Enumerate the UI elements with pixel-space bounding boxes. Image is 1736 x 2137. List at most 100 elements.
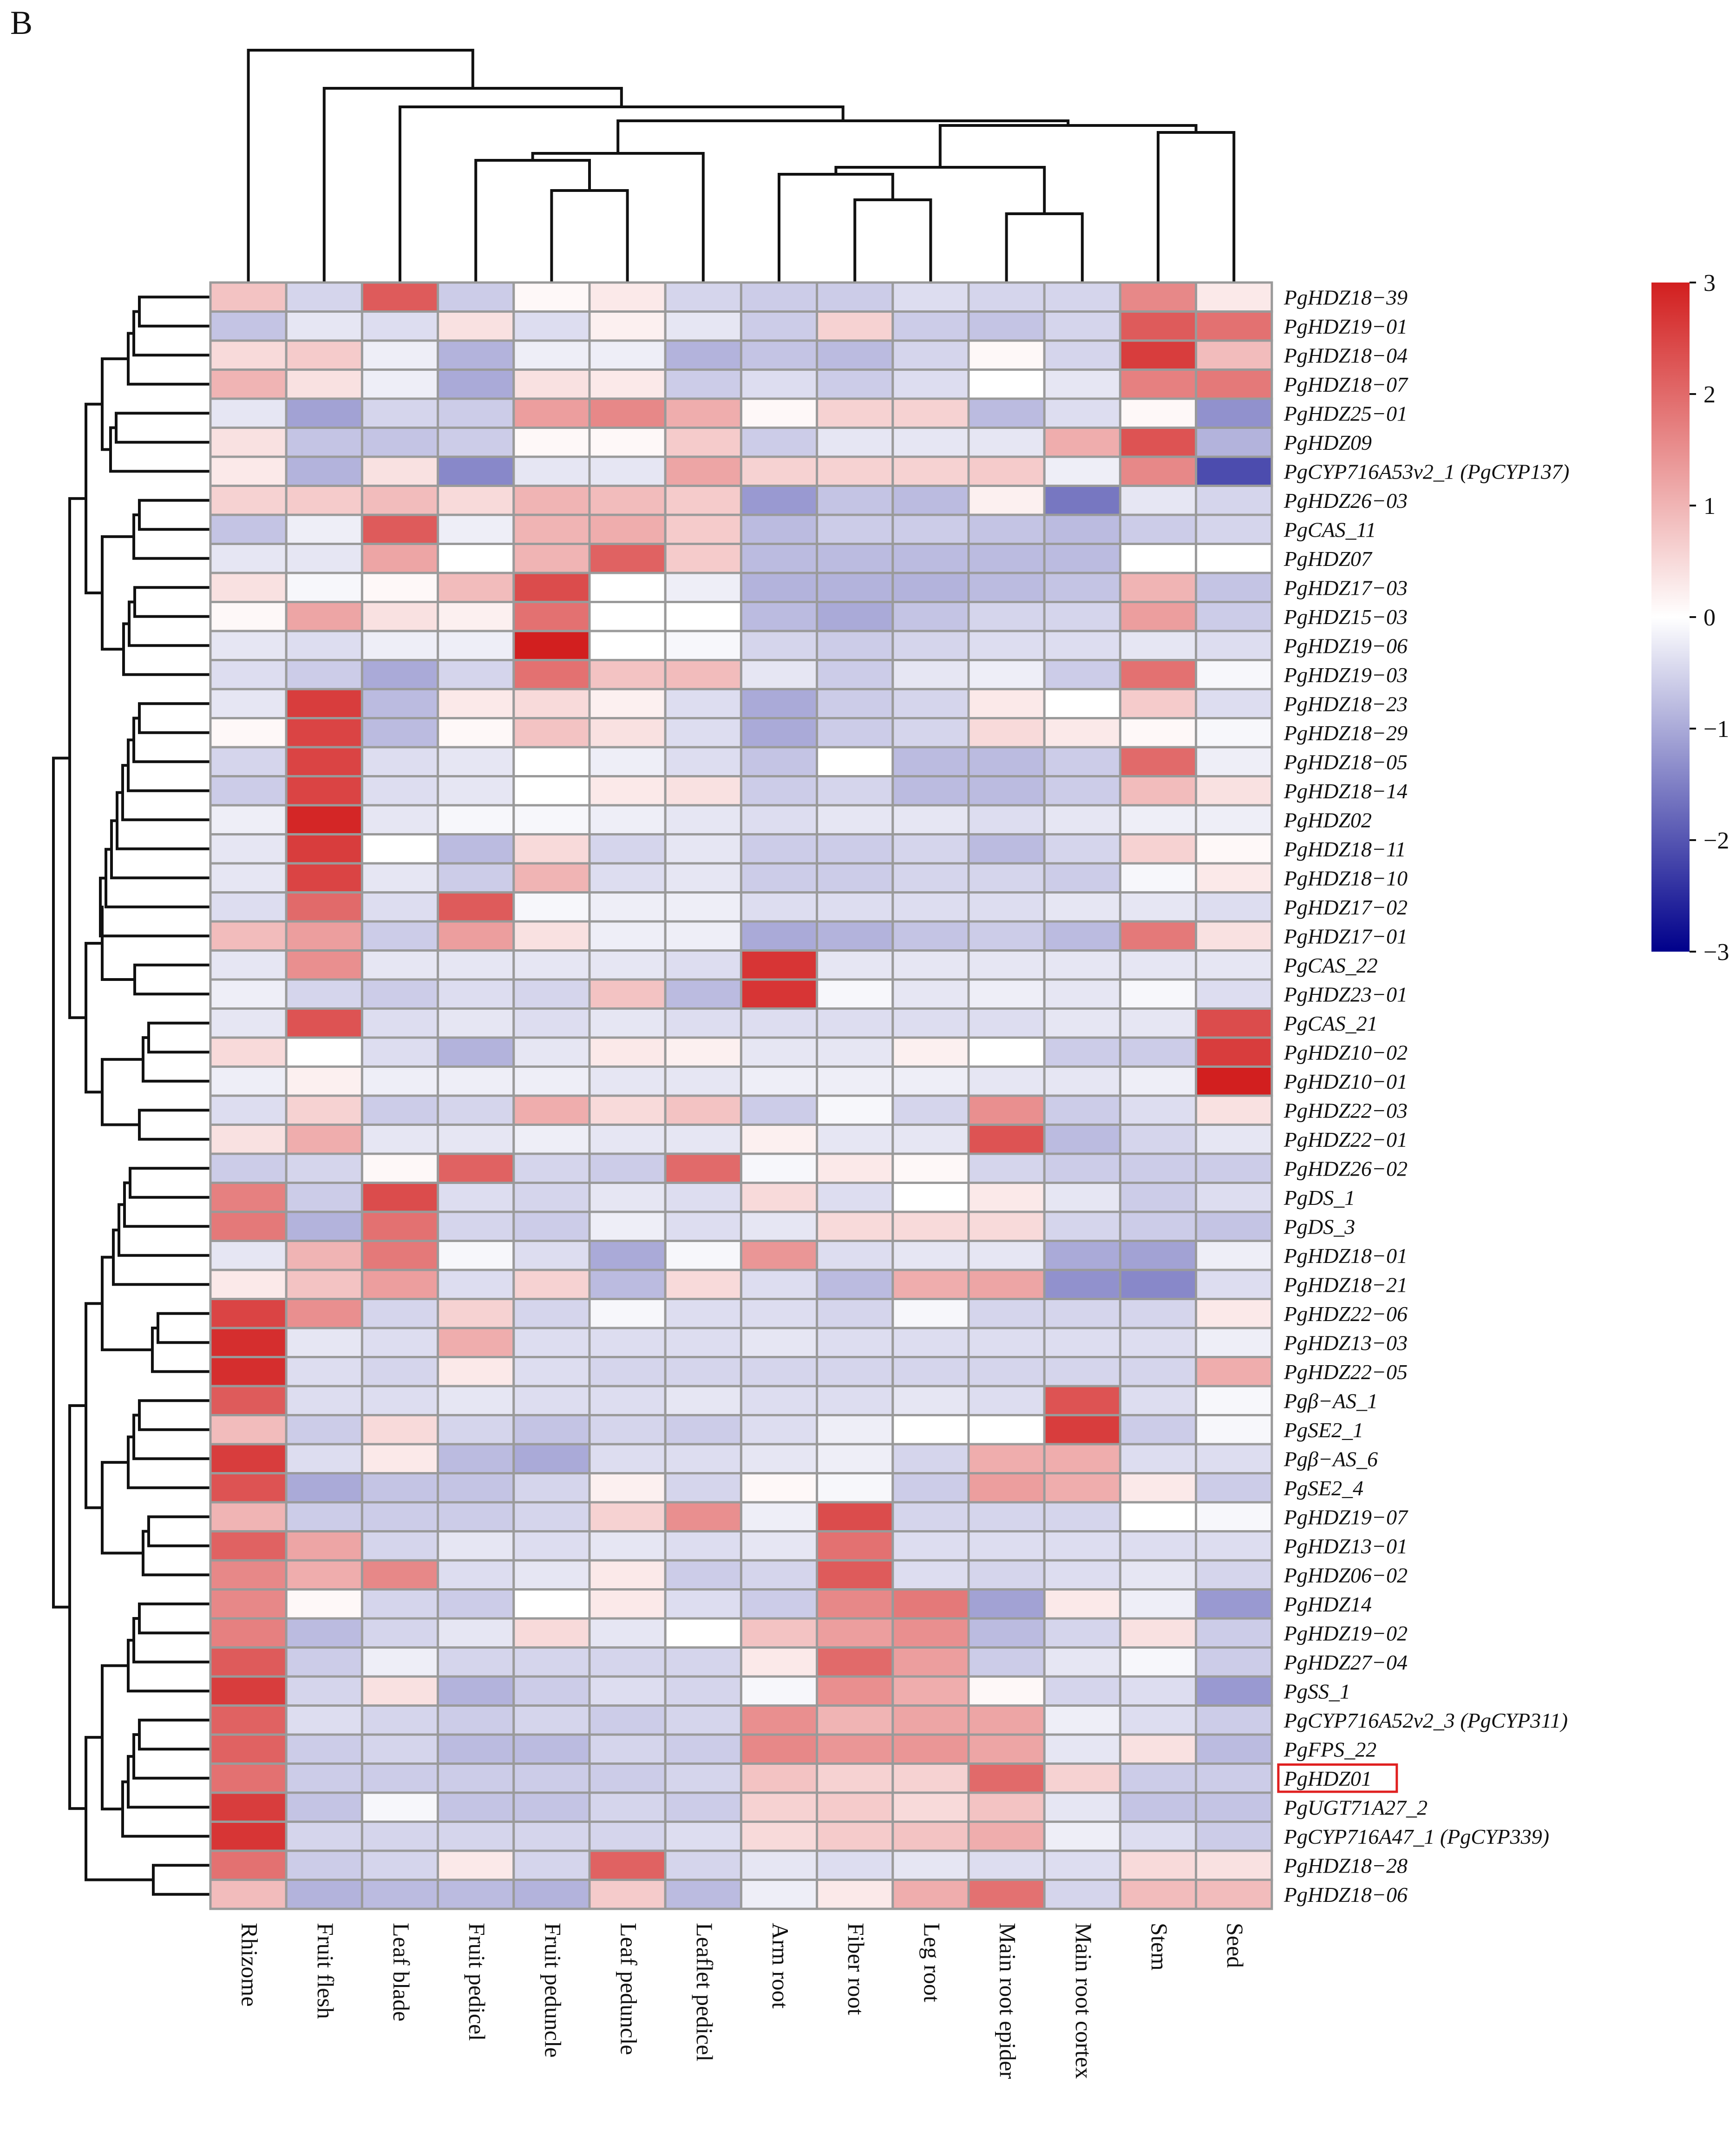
heatmap-cell [740,485,819,516]
heatmap-cell [816,630,894,661]
color-scale-tick-label: 1 [1703,493,1716,519]
heatmap-cell [588,1298,667,1329]
heatmap-cell [512,1588,591,1620]
row-label: PgHDZ18−14 [1284,779,1408,803]
heatmap-cell [360,891,439,923]
heatmap-cell [588,543,667,574]
heatmap-cell [285,746,363,777]
heatmap-cell [1119,1298,1198,1329]
heatmap-cell [740,310,819,342]
heatmap-cell [1195,630,1273,661]
heatmap-cell [588,1472,667,1504]
heatmap-cell [512,310,591,342]
heatmap-cell [437,1879,515,1910]
dendrogram-branch [132,1617,210,1664]
heatmap-cell [512,1152,591,1184]
heatmap-cell [1195,1646,1273,1678]
heatmap-cell [285,1501,363,1532]
heatmap-cell [1043,1414,1121,1446]
heatmap-cell [1195,659,1273,690]
column-label: Fiber root [843,1923,869,2015]
heatmap-cell [360,1210,439,1242]
heatmap-cell [437,455,515,487]
heatmap-cell [588,397,667,429]
heatmap-cell [512,485,591,516]
heatmap-cell [816,1182,894,1213]
heatmap-cell [1043,1065,1121,1097]
heatmap-cell [816,310,894,342]
heatmap-cell [512,1704,591,1736]
heatmap-cell [740,339,819,371]
dendrogram-branch [1157,131,1236,283]
heatmap-cell [1043,978,1121,1010]
heatmap-cell [967,601,1046,632]
heatmap-cell [740,1269,819,1300]
heatmap-cell [891,1269,970,1300]
heatmap-cell [209,1094,288,1126]
heatmap-cell [360,862,439,894]
heatmap-cell [209,1617,288,1649]
heatmap-cell [209,1240,288,1271]
heatmap-cell [1119,1210,1198,1242]
row-label: PgHDZ19−01 [1284,315,1408,338]
heatmap-cell [209,1762,288,1794]
heatmap-cell [891,485,970,516]
heatmap-cell [588,455,667,487]
heatmap-cell [512,1675,591,1707]
heatmap-cell [588,1879,667,1910]
heatmap-cell [512,1414,591,1446]
column-label: Leaf peduncle [616,1923,642,2055]
row-label: PgHDZ18−05 [1284,750,1408,774]
heatmap-cell [967,485,1046,516]
heatmap-cell [588,1124,667,1155]
heatmap-cell [891,601,970,632]
row-label: PgHDZ19−03 [1284,663,1408,687]
heatmap-cell [664,1762,742,1794]
heatmap-cell [512,1530,591,1562]
heatmap-cell [1195,949,1273,981]
heatmap-cell [360,543,439,574]
heatmap-cell [891,1762,970,1794]
heatmap-cell [588,688,667,719]
heatmap-cell [1043,1007,1121,1039]
heatmap-cell [285,920,363,952]
heatmap-cell [360,1704,439,1736]
heatmap-cell [1043,659,1121,690]
heatmap-cell [512,775,591,807]
dendrogram-branch [68,497,86,1019]
heatmap-cell [588,427,667,458]
heatmap-cell [437,1704,515,1736]
heatmap-cell [1119,978,1198,1010]
heatmap-cell [740,1501,819,1532]
heatmap-cell [740,281,819,313]
heatmap-cell [285,1414,363,1446]
heatmap-cell [437,1094,515,1126]
row-label: PgHDZ10−01 [1284,1070,1408,1093]
heatmap-cell [209,1327,288,1358]
heatmap-cell [1043,427,1121,458]
heatmap-cell [588,368,667,400]
row-label: PgHDZ09 [1284,431,1372,454]
heatmap-cell [664,1791,742,1823]
heatmap-cell [1195,1065,1273,1097]
row-label: PgHDZ13−03 [1284,1331,1408,1355]
heatmap-cell [512,920,591,952]
heatmap-cell [664,1472,742,1504]
heatmap-cell [437,1007,515,1039]
heatmap-cell [816,659,894,690]
heatmap-cell [437,368,515,400]
dendrogram-branch [1005,212,1084,283]
heatmap-cell [512,1240,591,1271]
row-label: PgHDZ18−29 [1284,721,1408,745]
heatmap-cell [285,978,363,1010]
heatmap-cell [816,1065,894,1097]
row-label: PgCAS_11 [1284,518,1376,541]
heatmap-cell [588,485,667,516]
row-label: PgHDZ18−21 [1284,1273,1408,1296]
heatmap-cell [1043,1530,1121,1562]
color-scale-tick-label: −3 [1703,939,1729,966]
row-label: PgHDZ02 [1284,808,1372,832]
heatmap-cell [285,281,363,313]
heatmap-cell [740,1617,819,1649]
heatmap-cell [360,1472,439,1504]
